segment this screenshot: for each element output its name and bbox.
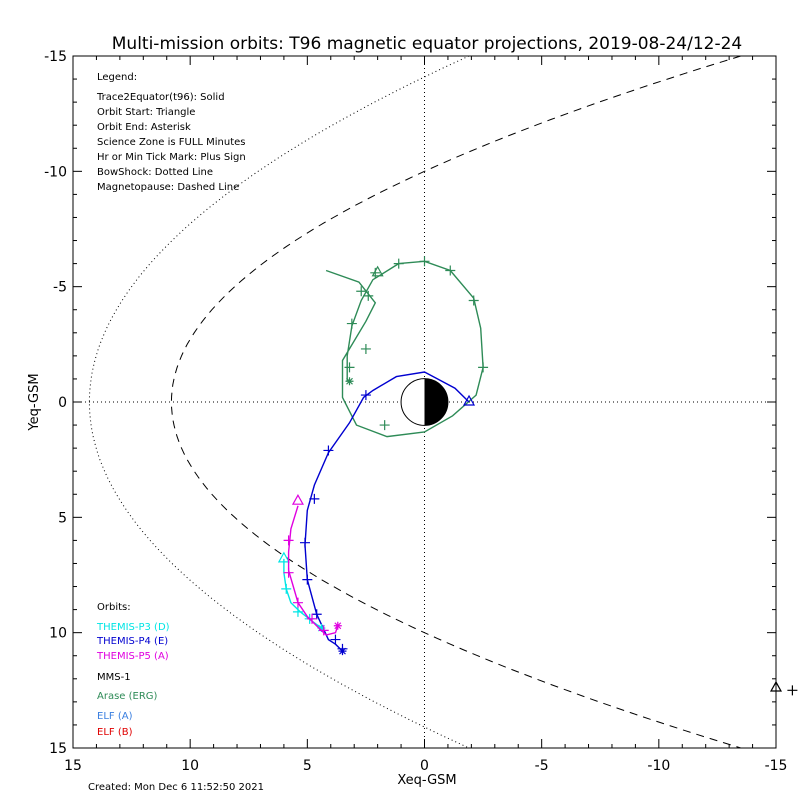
themis_p5-tick-mark: [318, 625, 329, 636]
themis_p4-tick-mark: [323, 445, 334, 456]
mms-start-marker: [769, 680, 783, 692]
x-tick-label: 15: [64, 758, 82, 774]
legend-block: Legend: Trace2Equator(t96): Solid Orbit …: [96, 72, 246, 193]
orbit-label-themis-p3: THEMIS-P3 (D): [96, 622, 170, 633]
x-tick-label: -5: [535, 758, 549, 774]
themis_p5-tick-mark: [307, 613, 318, 624]
legend-line: BowShock: Dotted Line: [97, 167, 213, 178]
themis_p5-tick-mark: [292, 597, 303, 608]
arase-tick-mark: [363, 290, 374, 301]
arase-tick-mark: [445, 265, 456, 276]
themis_p4-tick-mark: [311, 609, 322, 620]
y-tick-label: -15: [44, 49, 67, 65]
arase-tick-mark: [468, 295, 479, 306]
themis_p4-tick-mark: [302, 574, 313, 585]
orbit-label-themis-p4: THEMIS-P4 (E): [96, 636, 168, 647]
themis_p3-end-marker: [317, 624, 326, 633]
x-tick-label: 10: [181, 758, 199, 774]
legend-line: Orbit End: Asterisk: [97, 122, 191, 133]
themis_p5-end-marker: [333, 621, 342, 630]
y-tick-label: -5: [53, 280, 67, 296]
orbits-legend: Orbits: THEMIS-P3 (D) THEMIS-P4 (E) THEM…: [96, 602, 170, 738]
arase-tick-mark: [478, 362, 489, 373]
y-axis-label: Yeq-GSM: [27, 373, 42, 431]
legend-line: Hr or Min Tick Mark: Plus Sign: [97, 152, 246, 163]
orbit-label-elf-a: ELF (A): [97, 711, 133, 722]
themis_p4-tick-mark: [299, 537, 310, 548]
themis_p4-tick-mark: [330, 634, 341, 645]
themis_p5-trace: [287, 505, 339, 636]
x-tick-label: -10: [647, 758, 670, 774]
orbits-heading: Orbits:: [97, 602, 131, 613]
legend-line: Legend:: [97, 72, 137, 83]
y-tick-label: 10: [49, 626, 67, 642]
legend-line: Science Zone is FULL Minutes: [97, 137, 246, 148]
legend-line: Orbit Start: Triangle: [97, 107, 195, 118]
x-tick-label: 5: [303, 758, 312, 774]
earth-night-side: [424, 378, 448, 426]
arase-end-marker: [345, 377, 354, 386]
earth-symbol: [400, 378, 449, 426]
arase-tick-mark: [360, 343, 371, 354]
themis_p3-start-marker: [277, 551, 290, 563]
x-tick-label: -15: [765, 758, 788, 774]
themis_p5-tick-mark: [283, 567, 294, 578]
orbit-label-themis-p5: THEMIS-P5 (A): [96, 651, 169, 662]
themis_p4-start-marker: [463, 394, 476, 406]
themis_p5-start-marker: [291, 493, 304, 505]
arase-tick-mark: [379, 420, 390, 431]
arase-trace: [325, 260, 484, 438]
y-tick-label: 15: [49, 741, 67, 757]
orbit-label-elf-b: ELF (B): [97, 727, 133, 738]
themis_p4-tick-mark: [309, 493, 320, 504]
orbit-label-arase: Arase (ERG): [97, 691, 158, 702]
arase-tick-mark: [346, 318, 357, 329]
arase-tick-mark: [419, 256, 430, 267]
magnetopause-line: [170, 55, 741, 749]
y-tick-label: -10: [44, 164, 67, 180]
themis_p4-tick-mark: [360, 390, 371, 401]
themis_p3-trace: [283, 558, 322, 629]
x-axis-label: Xeq-GSM: [397, 773, 456, 788]
mms-tick-mark: [787, 685, 798, 696]
y-tick-label: 5: [58, 510, 67, 526]
legend-line: Trace2Equator(t96): Solid: [96, 92, 225, 103]
created-timestamp: Created: Mon Dec 6 11:52:50 2021: [88, 782, 264, 793]
orbit-traces: [277, 256, 798, 696]
orbit-label-mms-1: MMS-1: [97, 672, 131, 683]
themis_p3-tick-mark: [292, 606, 303, 617]
y-tick-label: 0: [58, 395, 67, 411]
reference-lines: [73, 55, 776, 749]
themis_p5-tick-mark: [283, 535, 294, 546]
arase-start-marker: [371, 265, 384, 277]
themis_p3-tick-mark: [281, 583, 292, 594]
chart-title: Multi-mission orbits: T96 magnetic equat…: [112, 34, 743, 54]
legend-line: Magnetopause: Dashed Line: [97, 182, 239, 193]
x-tick-label: 0: [420, 758, 429, 774]
arase-tick-mark: [356, 286, 367, 297]
arase-tick-mark: [344, 362, 355, 373]
themis_p4-end-marker: [338, 647, 347, 656]
arase-tick-mark: [393, 258, 404, 269]
bow-shock-line: [88, 55, 470, 749]
